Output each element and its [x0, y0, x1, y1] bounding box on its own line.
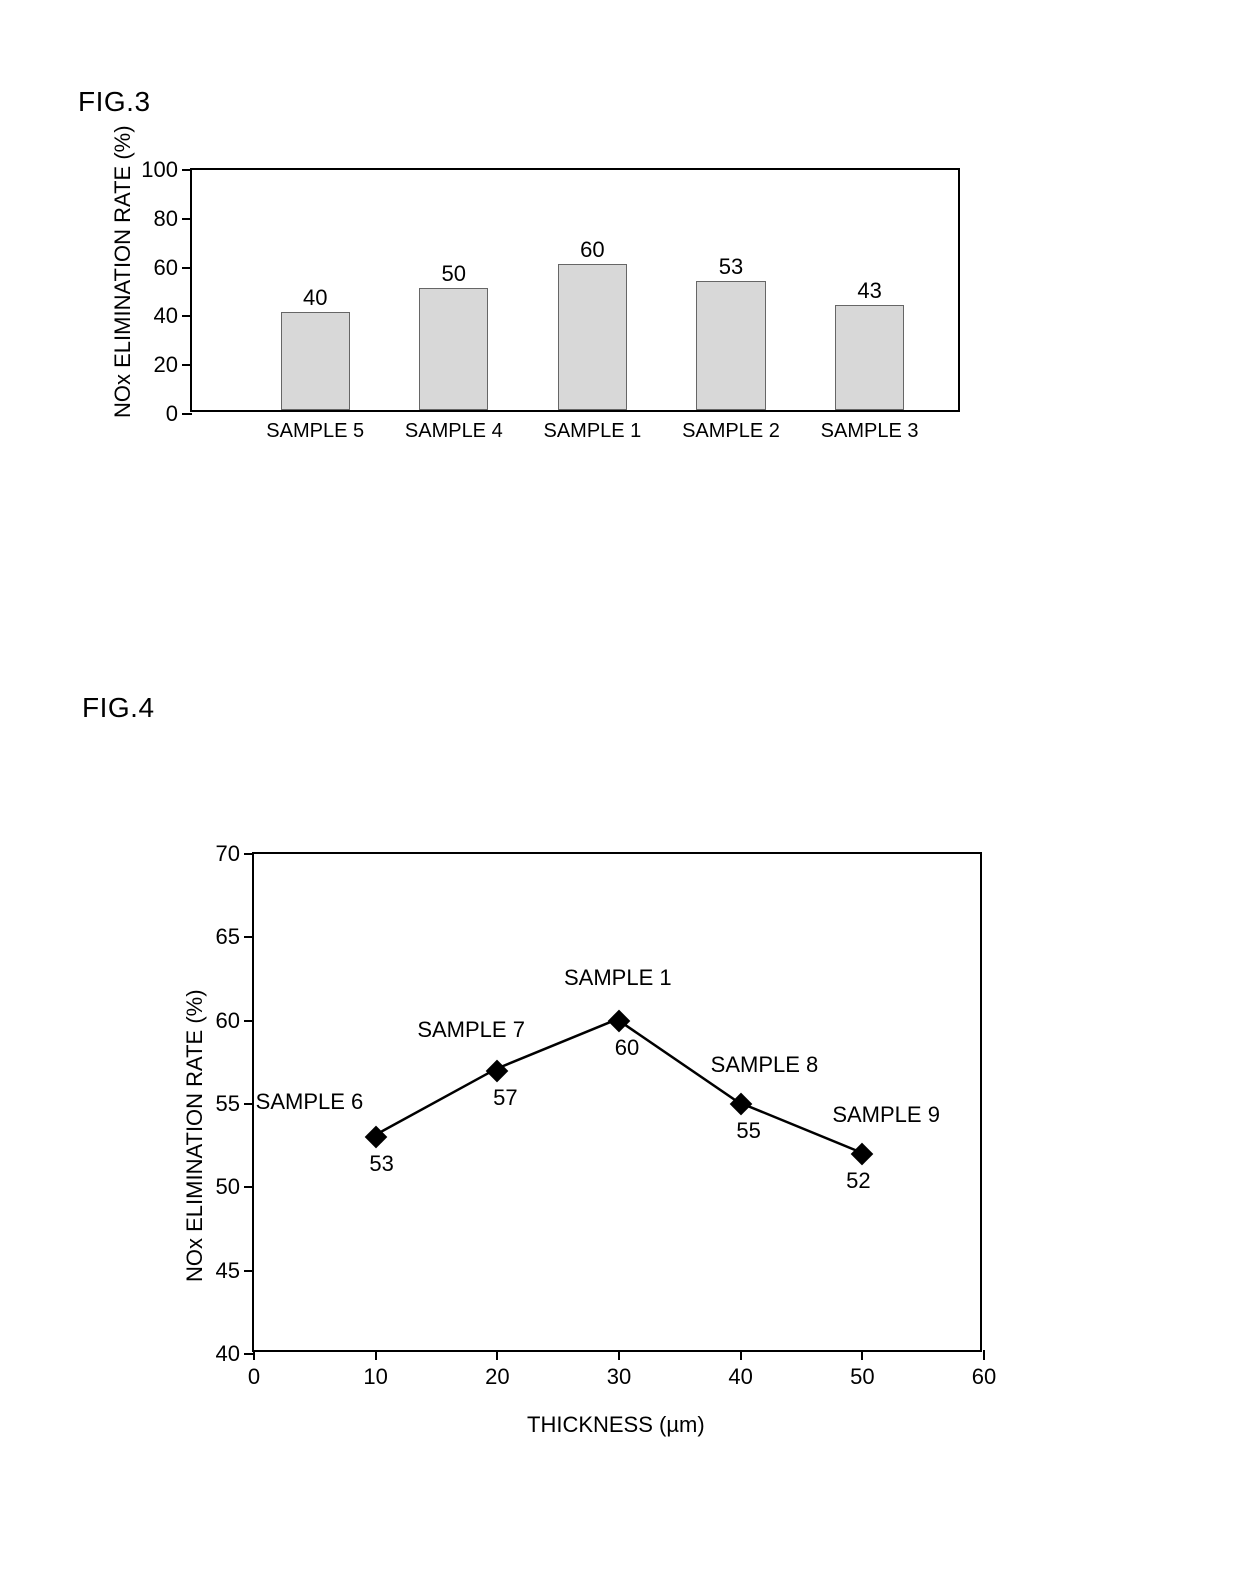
fig3-bar-category: SAMPLE 5 [266, 420, 364, 443]
fig4-xtick-label: 20 [485, 1364, 509, 1390]
fig3-label: FIG.3 [78, 86, 151, 118]
fig4-point-name: SAMPLE 7 [417, 1017, 525, 1043]
fig3-ytick-line [182, 364, 192, 366]
fig4-ytick-label: 65 [216, 924, 240, 950]
fig3-ylabel: NOx ELIMINATION RATE (%) [110, 125, 136, 418]
fig4-point-value: 55 [736, 1118, 760, 1144]
fig3-bar-value: 60 [559, 237, 626, 263]
fig3-bar-value: 40 [282, 285, 349, 311]
fig4-ytick-label: 45 [216, 1258, 240, 1284]
fig3-bar-category: SAMPLE 4 [405, 420, 503, 443]
fig4-point-name: SAMPLE 8 [711, 1052, 819, 1078]
fig3-bar-value: 50 [420, 261, 487, 287]
fig4-point-name: SAMPLE 1 [564, 965, 672, 991]
fig3-ytick-line [182, 218, 192, 220]
fig3-ytick-label: 100 [141, 157, 178, 183]
fig4-ytick-line [244, 936, 254, 938]
fig4-ytick-line [244, 853, 254, 855]
fig3-plot-area: 02040608010040SAMPLE 550SAMPLE 460SAMPLE… [190, 168, 960, 412]
fig4-xtick-label: 0 [248, 1364, 260, 1390]
fig4-point-value: 52 [846, 1168, 870, 1194]
fig3-bar: 50 [419, 288, 488, 410]
fig3-ytick-label: 20 [154, 352, 178, 378]
fig3-ytick-label: 0 [166, 401, 178, 427]
fig3-ytick-line [182, 315, 192, 317]
fig3-bar: 60 [558, 264, 627, 410]
fig4-plot-area: 40455055606570010203040506053SAMPLE 657S… [252, 852, 982, 1352]
fig4-ytick-label: 55 [216, 1091, 240, 1117]
fig4-ytick-label: 70 [216, 841, 240, 867]
fig4-xtick-line [496, 1350, 498, 1360]
fig4-ytick-line [244, 1270, 254, 1272]
fig3-bar: 53 [696, 281, 765, 410]
fig4-point-value: 57 [493, 1085, 517, 1111]
fig4-xtick-line [253, 1350, 255, 1360]
fig4-xtick-label: 10 [363, 1364, 387, 1390]
page: FIG.3 NOx ELIMINATION RATE (%) 0 20 40 60 80… [0, 0, 1240, 1584]
fig4-point-value: 60 [615, 1035, 639, 1061]
fig4-xtick-label: 50 [850, 1364, 874, 1390]
fig4-point-value: 53 [369, 1151, 393, 1177]
fig4-xtick-label: 30 [607, 1364, 631, 1390]
fig3-bar: 40 [281, 312, 350, 410]
fig4-xtick-line [983, 1350, 985, 1360]
fig4-ytick-line [244, 1186, 254, 1188]
fig4-xtick-label: 60 [972, 1364, 996, 1390]
fig3-bar: 43 [835, 305, 904, 410]
fig3-ytick-label: 80 [154, 206, 178, 232]
fig4-point-name: SAMPLE 9 [832, 1102, 940, 1128]
fig4-label: FIG.4 [82, 692, 155, 724]
fig3-bar-value: 43 [836, 278, 903, 304]
fig3-ytick-line [182, 267, 192, 269]
fig4-ylabel: NOx ELIMINATION RATE (%) [182, 989, 208, 1282]
fig3-bar-category: SAMPLE 3 [821, 420, 919, 443]
fig4-point-name: SAMPLE 6 [256, 1089, 364, 1115]
fig4-ytick-label: 40 [216, 1341, 240, 1367]
fig4-ytick-line [244, 1103, 254, 1105]
fig3-ytick-line [182, 169, 192, 171]
fig4-xtick-label: 40 [728, 1364, 752, 1390]
fig4-xlabel: THICKNESS (µm) [527, 1412, 705, 1438]
fig3-ytick-label: 40 [154, 303, 178, 329]
fig4-ytick-line [244, 1020, 254, 1022]
fig4-xtick-line [740, 1350, 742, 1360]
fig4-ytick-label: 60 [216, 1008, 240, 1034]
fig3-bar-value: 53 [697, 254, 764, 280]
fig3-bar-category: SAMPLE 1 [543, 420, 641, 443]
fig4-xtick-line [861, 1350, 863, 1360]
fig4-xtick-line [375, 1350, 377, 1360]
fig3-ytick-label: 60 [154, 255, 178, 281]
fig4-ytick-label: 50 [216, 1174, 240, 1200]
fig3-ytick-line [182, 413, 192, 415]
fig3-bar-category: SAMPLE 2 [682, 420, 780, 443]
fig4-xtick-line [618, 1350, 620, 1360]
